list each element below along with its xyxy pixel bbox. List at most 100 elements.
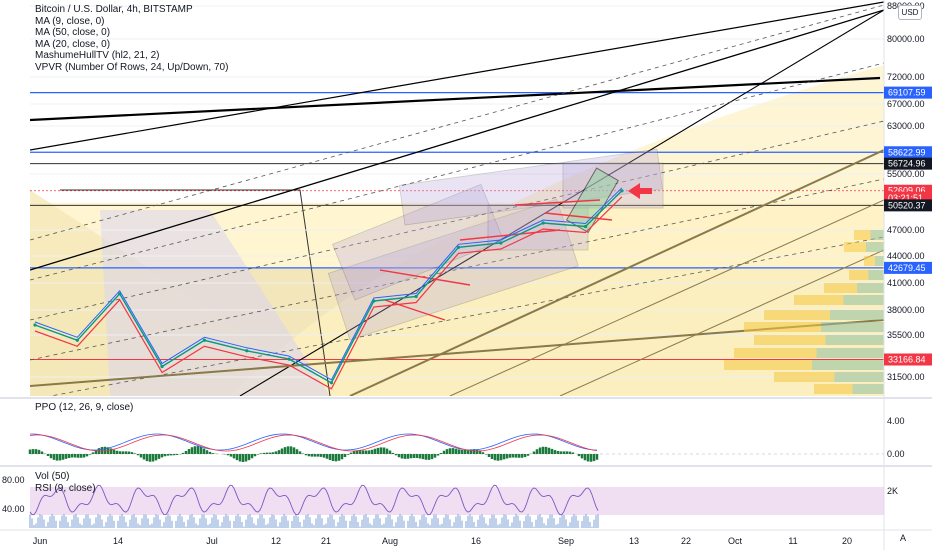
vpvr-down-3 — [843, 295, 884, 305]
legend-ma20[interactable]: MA (20, close, 0) — [35, 38, 111, 50]
rsi-line — [29, 484, 599, 516]
ppo-tick-0: 4.00 — [887, 416, 905, 426]
legend-ma50[interactable]: MA (50, close, 0) — [35, 27, 111, 38]
price-label-5: 50520.37 — [888, 200, 926, 210]
legend-hull[interactable]: MashumeHullTV (hl2, 21, 2) — [35, 50, 160, 61]
red-line-4 — [544, 212, 613, 221]
x-tick-7: Sep — [558, 536, 574, 546]
olive-trend-2 — [449, 199, 884, 396]
dashed-channel-2 — [30, 120, 884, 321]
vpvr-up-1 — [849, 270, 869, 280]
vpvr-down-4 — [830, 310, 884, 320]
x-tick-11: 11 — [788, 536, 797, 546]
price-point-11 — [499, 241, 503, 245]
vpvr-up-10 — [814, 384, 853, 394]
red-line-0 — [379, 269, 471, 286]
x-tick-5: Aug — [382, 536, 398, 546]
dashed-channel-4 — [48, 236, 884, 396]
trend-black-upper — [30, 9, 884, 271]
vol-tick-2k: 2K — [887, 486, 898, 496]
price-label-bg-7 — [884, 353, 932, 366]
rsi-band — [30, 487, 884, 515]
ppo-pane: 4.00 0.00 — [28, 416, 905, 462]
ppo-signal — [29, 434, 598, 452]
vpvr-down-7 — [816, 348, 884, 358]
x-tick-6: 16 — [471, 536, 481, 546]
price-point-14 — [620, 189, 624, 193]
vpvr-down-1 — [868, 270, 884, 280]
vpvr-up-4 — [764, 310, 830, 320]
y-tick-5: 55000.00 — [887, 169, 925, 179]
legend-ma9[interactable]: MA (9, close, 0) — [35, 15, 105, 27]
price-label-1: 58622.99 — [888, 147, 926, 157]
dashed-channel-3 — [30, 178, 884, 361]
x-tick-3: 12 — [271, 536, 281, 546]
legend-vpvr[interactable]: VPVR (Number Of Rows, 24, Up/Down, 70) — [35, 61, 229, 73]
trend-black-top — [30, 1, 884, 151]
main-pane — [30, 0, 884, 396]
red-line-1 — [384, 299, 446, 321]
currency-button[interactable]: USD — [898, 5, 922, 20]
ma50-line — [34, 196, 623, 390]
price-point-5 — [245, 349, 249, 353]
vpvr-up-3 — [794, 295, 844, 305]
vpvr-up-2 — [824, 283, 857, 293]
red-line-3 — [514, 199, 601, 206]
vpvr-up-7 — [734, 348, 817, 358]
x-tick-12: 20 — [842, 536, 852, 546]
vpvr-down-9 — [834, 372, 884, 382]
red-arrow — [628, 183, 652, 199]
dashed-channel-1 — [30, 62, 884, 281]
vpvr-down-0 — [875, 256, 884, 266]
x-tick-9: 22 — [681, 536, 691, 546]
price-point-2 — [118, 292, 122, 296]
rsi-label[interactable]: RSI (9, close) — [35, 483, 96, 494]
auto-scale-button[interactable]: A — [900, 533, 907, 543]
y-tick-9: 38000.00 — [887, 305, 925, 315]
vol-label[interactable]: Vol (50) — [35, 471, 70, 482]
y-tick-11: 31500.00 — [887, 372, 925, 382]
price-label-4: 03:21:51 — [888, 193, 923, 203]
price-label-bg-6 — [884, 261, 932, 274]
vpvr-down-2 — [857, 283, 884, 293]
ppo-tick-1: 0.00 — [887, 449, 905, 459]
pattern-box-1 — [332, 183, 504, 301]
price-label-0: 69107.59 — [888, 88, 926, 98]
ma20-line — [34, 187, 623, 381]
y-tick-7: 44000.00 — [887, 251, 925, 261]
trend-thick — [30, 76, 881, 122]
trend-black-mid — [239, 9, 884, 396]
rsi-tick-40: 40.00 — [2, 504, 25, 514]
price-point-6 — [287, 357, 291, 361]
dashed-channel-0 — [30, 4, 884, 241]
price-label-bg-1 — [884, 146, 932, 159]
y-tick-6: 47000.00 — [887, 225, 925, 235]
legend-title[interactable]: Bitcoin / U.S. Dollar, 4h, BITSTAMP — [35, 4, 193, 15]
vpvr-up-5 — [744, 322, 821, 332]
price-point-8 — [372, 299, 376, 303]
x-tick-8: 13 — [629, 536, 639, 546]
olive-trend-steep — [349, 149, 884, 396]
price-point-3 — [160, 364, 164, 369]
y-tick-4: 63000.00 — [887, 121, 925, 131]
x-tick-10: Oct — [728, 536, 743, 546]
arc-outline — [60, 189, 331, 396]
y-tick-10: 35500.00 — [887, 330, 925, 340]
y-tick-8: 41000.00 — [887, 278, 925, 288]
ppo-histogram — [28, 446, 599, 462]
vpvr-down-8 — [812, 360, 884, 370]
y-tick-1: 80000.00 — [887, 34, 925, 44]
vpvr-up-11 — [854, 230, 871, 240]
price-point-4 — [202, 338, 206, 342]
vpvr-up-0 — [864, 256, 875, 266]
price-point-0 — [33, 323, 37, 327]
price-label-6: 42679.45 — [888, 263, 926, 273]
price-label-bg-5 — [884, 199, 932, 212]
ppo-label[interactable]: PPO (12, 26, 9, close) — [35, 402, 134, 413]
y-tick-2: 72000.00 — [887, 72, 925, 82]
price-point-10 — [456, 245, 461, 249]
vpvr-up-12 — [844, 242, 866, 252]
olive-trend-3 — [559, 249, 884, 396]
